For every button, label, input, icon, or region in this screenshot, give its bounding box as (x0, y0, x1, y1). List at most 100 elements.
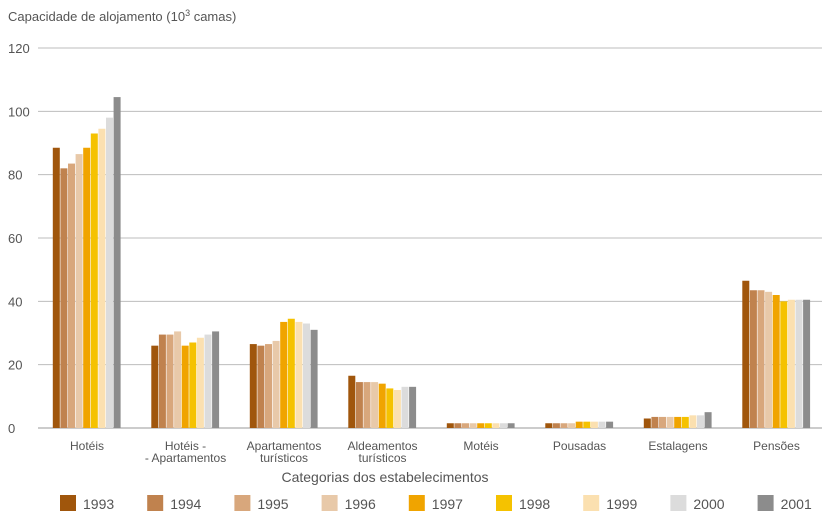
bar (68, 163, 75, 429)
bar (757, 290, 765, 428)
legend-swatch (321, 495, 338, 511)
bar (363, 382, 371, 428)
bar (651, 416, 659, 428)
x-tick-label: Hotéis (70, 439, 104, 453)
bar (158, 334, 166, 428)
bar (257, 345, 265, 428)
legend-label: 2001 (781, 496, 812, 512)
legend-label: 1993 (83, 496, 114, 512)
bar (674, 416, 682, 428)
bar (189, 342, 197, 428)
bar (803, 299, 811, 428)
x-axis-categories: Hotéis Hotéis -- Apartamentos Apartamentos… (70, 439, 800, 465)
bar (393, 390, 401, 428)
bar (681, 416, 689, 428)
bar (295, 321, 303, 428)
legend-label: 1996 (345, 496, 376, 512)
legend-swatch (583, 495, 600, 511)
bar (52, 147, 60, 428)
legend-label: 1994 (170, 496, 201, 512)
x-tick-label: turísticos (358, 451, 406, 465)
legend-swatch (757, 495, 774, 511)
bar (310, 329, 318, 428)
bar (598, 421, 606, 428)
bar (742, 280, 750, 428)
bar (643, 418, 651, 428)
bar (113, 97, 121, 428)
legend-swatch (408, 495, 425, 511)
bar (477, 423, 485, 428)
legend: 1993 1994 1995 1996 1997 1998 1999 2000 2001 (60, 495, 812, 512)
x-tick-label: Aldeamentos (347, 439, 417, 453)
x-tick-label: turísticos (260, 451, 308, 465)
bar (560, 423, 568, 428)
y-axis-ticks: 0 20 40 60 80 100 120 (8, 41, 30, 436)
bar (500, 423, 507, 428)
bar (196, 337, 204, 428)
legend-swatch (670, 495, 687, 511)
y-tick-label: 120 (8, 41, 30, 56)
bar (98, 128, 106, 428)
legend-label: 2000 (693, 496, 724, 512)
x-axis-label: Categorias dos estabelecimentos (281, 469, 488, 485)
y-tick-label: 100 (8, 104, 30, 119)
bar (492, 423, 500, 428)
bar (689, 415, 697, 428)
bar (60, 168, 68, 429)
x-tick-label: - Apartamentos (145, 451, 226, 465)
bar (386, 388, 394, 428)
bar (659, 416, 666, 428)
legend-swatch (147, 495, 164, 511)
bar (280, 321, 288, 428)
bar (265, 344, 272, 428)
bar (272, 340, 280, 428)
bar (590, 421, 598, 428)
y-axis-label: Capacidade de alojamento (103 camas) (8, 8, 236, 24)
bar (552, 423, 560, 428)
bar (606, 421, 614, 428)
bar (765, 291, 773, 428)
bar (174, 331, 182, 428)
bar (697, 415, 704, 428)
bar (568, 423, 576, 428)
bar (75, 154, 83, 429)
bar (666, 416, 674, 428)
bar (795, 299, 803, 428)
x-tick-label: Hotéis - (165, 439, 206, 453)
bar (348, 375, 356, 428)
bar (83, 147, 91, 428)
y-tick-label: 80 (8, 168, 22, 183)
bar (772, 295, 780, 428)
bar (204, 334, 212, 428)
bar (378, 383, 386, 428)
bar (469, 423, 477, 428)
x-tick-label: Estalagens (648, 439, 707, 453)
bars (52, 97, 811, 429)
legend-label: 1999 (606, 496, 637, 512)
y-tick-label: 40 (8, 294, 22, 309)
bar (446, 423, 454, 428)
x-tick-label: Pensões (753, 439, 800, 453)
bar (583, 421, 591, 428)
bar (749, 290, 757, 428)
legend-label: 1995 (257, 496, 288, 512)
bar (249, 344, 257, 428)
legend-label: 1998 (519, 496, 550, 512)
bar (507, 423, 515, 428)
bar (181, 345, 189, 428)
legend-label: 1997 (432, 496, 463, 512)
bar (303, 323, 310, 428)
bar (454, 423, 462, 428)
legend-swatch (234, 495, 251, 511)
bar (90, 133, 98, 428)
bar (462, 423, 469, 428)
bar (575, 421, 583, 428)
bar (787, 299, 795, 428)
legend-swatch (496, 495, 512, 511)
bar (371, 382, 379, 428)
bar (166, 334, 174, 428)
bar (545, 423, 553, 428)
bar (287, 318, 295, 428)
bar (355, 382, 363, 428)
